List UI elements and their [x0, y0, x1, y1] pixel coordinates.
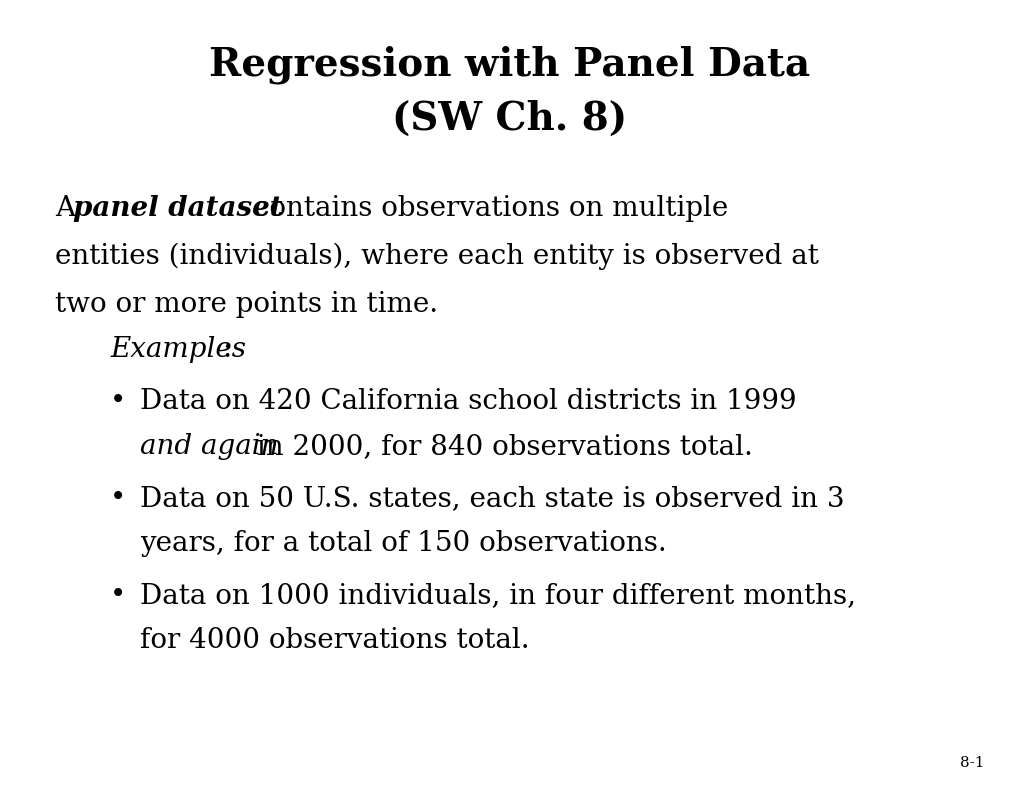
Text: •: • [110, 485, 126, 512]
Text: panel dataset: panel dataset [73, 195, 282, 222]
Text: A: A [55, 195, 84, 222]
Text: entities (individuals), where each entity is observed at: entities (individuals), where each entit… [55, 243, 818, 270]
Text: 8-1: 8-1 [960, 756, 984, 770]
Text: Data on 420 California school districts in 1999: Data on 420 California school districts … [140, 388, 796, 415]
Text: Data on 50 U.S. states, each state is observed in 3: Data on 50 U.S. states, each state is ob… [140, 485, 844, 512]
Text: Examples: Examples [110, 336, 246, 363]
Text: Data on 1000 individuals, in four different months,: Data on 1000 individuals, in four differ… [140, 582, 855, 609]
Text: •: • [110, 582, 126, 609]
Text: two or more points in time.: two or more points in time. [55, 291, 438, 318]
Text: (SW Ch. 8): (SW Ch. 8) [392, 100, 627, 138]
Text: years, for a total of 150 observations.: years, for a total of 150 observations. [140, 530, 666, 557]
Text: Regression with Panel Data: Regression with Panel Data [209, 45, 810, 84]
Text: contains observations on multiple: contains observations on multiple [245, 195, 728, 222]
Text: and again: and again [140, 433, 278, 460]
Text: :: : [222, 336, 231, 363]
Text: for 4000 observations total.: for 4000 observations total. [140, 627, 529, 654]
Text: •: • [110, 388, 126, 415]
Text: in 2000, for 840 observations total.: in 2000, for 840 observations total. [248, 433, 752, 460]
